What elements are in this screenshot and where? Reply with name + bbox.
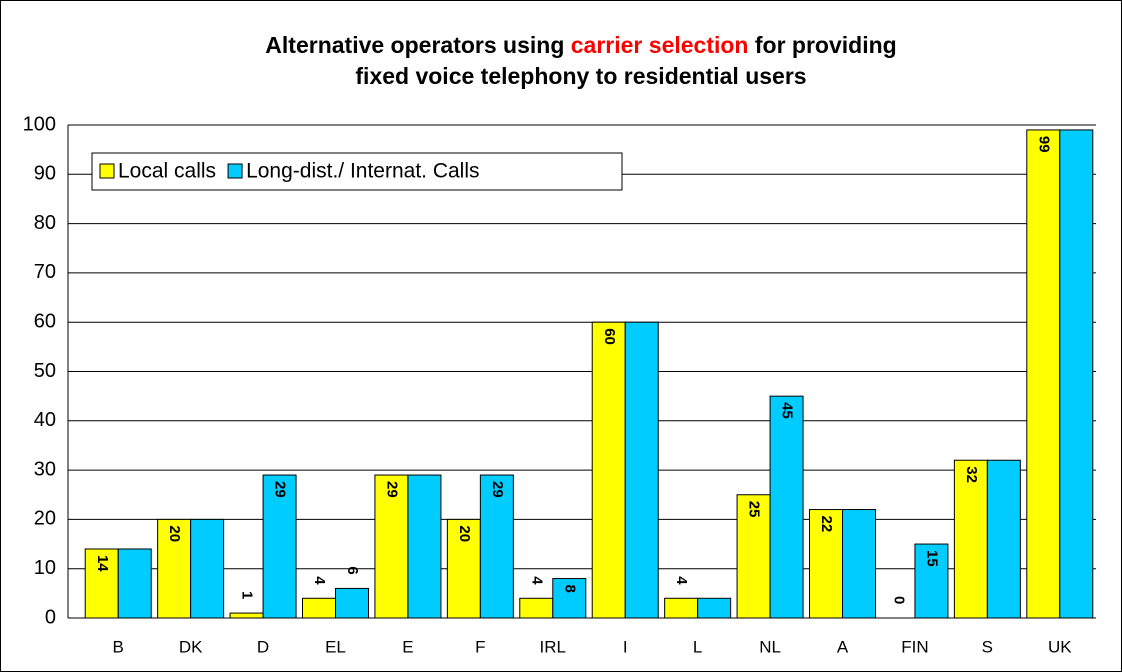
data-label: 22 bbox=[818, 516, 835, 533]
y-tick-label: 100 bbox=[23, 113, 56, 135]
x-tick-label: FIN bbox=[901, 637, 928, 656]
bar bbox=[664, 597, 699, 619]
y-tick-label: 40 bbox=[34, 409, 56, 431]
bar bbox=[986, 459, 1021, 619]
legend-swatch bbox=[227, 163, 243, 179]
y-tick-label: 0 bbox=[45, 606, 56, 628]
bar bbox=[769, 395, 804, 619]
y-tick-label: 80 bbox=[34, 212, 56, 234]
data-label: 60 bbox=[601, 328, 618, 345]
chart-title: fixed voice telephony to residential use… bbox=[355, 63, 806, 89]
data-label: 1 bbox=[239, 591, 256, 599]
bar bbox=[262, 474, 297, 619]
bar bbox=[1026, 129, 1061, 619]
x-tick-label: F bbox=[475, 637, 485, 656]
bar bbox=[190, 518, 225, 619]
bar bbox=[229, 612, 264, 619]
data-label: 4 bbox=[528, 576, 545, 585]
legend-swatch bbox=[99, 163, 115, 179]
legend-label: Long-dist./ Internat. Calls bbox=[246, 160, 479, 183]
bar bbox=[953, 459, 988, 619]
y-tick-label: 50 bbox=[34, 360, 56, 382]
x-tick-label: I bbox=[623, 637, 628, 656]
bar bbox=[335, 587, 369, 619]
data-label: 45 bbox=[779, 402, 796, 419]
x-tick-label: DK bbox=[179, 637, 203, 656]
y-tick-label: 70 bbox=[34, 261, 56, 283]
data-label: 25 bbox=[746, 501, 763, 518]
data-label: 20 bbox=[166, 525, 183, 542]
x-tick-label: E bbox=[402, 637, 413, 656]
y-tick-label: 30 bbox=[34, 458, 56, 480]
bar bbox=[914, 543, 949, 619]
x-tick-label: UK bbox=[1048, 637, 1072, 656]
y-tick-label: 60 bbox=[34, 310, 56, 332]
title-part: for providing bbox=[748, 32, 896, 58]
title-part: carrier selection bbox=[571, 32, 749, 58]
bar bbox=[302, 597, 336, 619]
data-label: 20 bbox=[456, 525, 473, 542]
bar bbox=[84, 548, 119, 619]
legend-box bbox=[91, 152, 623, 191]
y-tick-label: 20 bbox=[34, 508, 56, 530]
data-label: 4 bbox=[311, 576, 328, 585]
legend-label: Local calls bbox=[118, 160, 216, 183]
x-tick-label: L bbox=[693, 637, 702, 656]
bar bbox=[624, 321, 659, 619]
bar bbox=[697, 597, 732, 619]
chart-title: Alternative operators using carrier sele… bbox=[265, 32, 896, 58]
bar bbox=[591, 321, 626, 619]
data-label: 99 bbox=[1035, 136, 1052, 153]
y-tick-label: 90 bbox=[34, 163, 56, 185]
x-tick-label: A bbox=[837, 637, 849, 656]
bar bbox=[842, 509, 876, 619]
bar bbox=[117, 548, 152, 619]
data-label: 0 bbox=[890, 596, 907, 604]
x-tick-label: IRL bbox=[540, 637, 566, 656]
bar bbox=[1059, 129, 1094, 619]
data-label: 29 bbox=[383, 481, 400, 498]
data-label: 6 bbox=[344, 566, 361, 574]
x-tick-label: D bbox=[257, 637, 269, 656]
data-label: 29 bbox=[489, 481, 506, 498]
data-label: 29 bbox=[272, 481, 289, 498]
bar bbox=[809, 509, 843, 619]
data-label: 4 bbox=[673, 576, 690, 585]
bar bbox=[407, 474, 442, 619]
data-label: 15 bbox=[923, 550, 940, 567]
x-tick-label: NL bbox=[759, 637, 781, 656]
data-label: 14 bbox=[94, 555, 111, 572]
bar bbox=[519, 597, 554, 619]
title-part: fixed voice telephony to residential use… bbox=[355, 63, 806, 89]
bar bbox=[736, 494, 771, 619]
bar bbox=[479, 474, 514, 619]
y-tick-label: 10 bbox=[34, 557, 56, 579]
x-tick-label: B bbox=[113, 637, 124, 656]
x-tick-label: EL bbox=[325, 637, 346, 656]
x-tick-label: S bbox=[982, 637, 993, 656]
data-label: 32 bbox=[963, 466, 980, 483]
data-label: 8 bbox=[561, 585, 578, 593]
title-part: Alternative operators using bbox=[265, 32, 570, 58]
